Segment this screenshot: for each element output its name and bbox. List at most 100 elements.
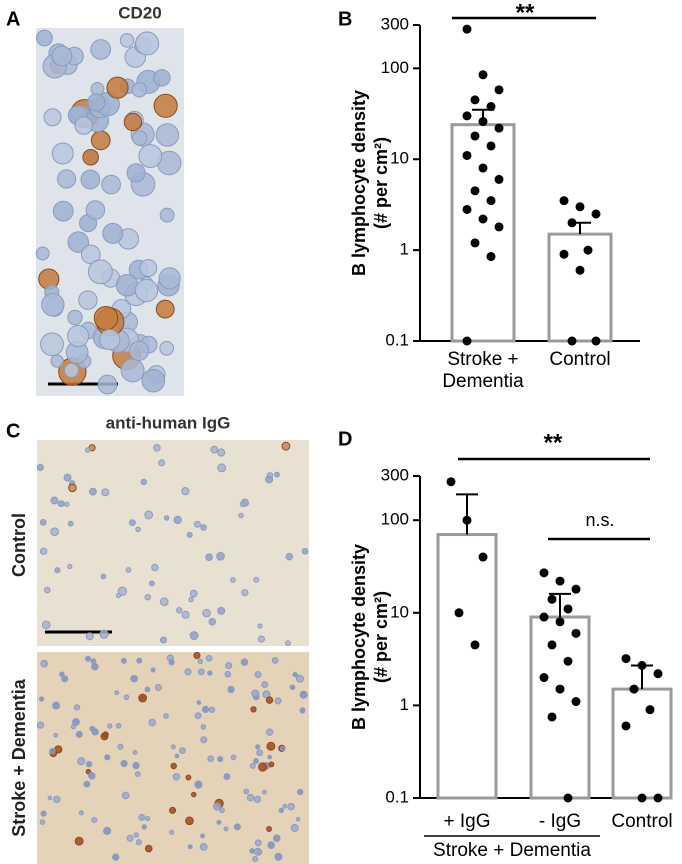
cell — [89, 487, 97, 496]
cell — [201, 705, 210, 713]
stained-cell — [102, 731, 109, 738]
stained-cell — [90, 130, 111, 151]
cell — [299, 707, 306, 714]
data-point — [539, 673, 549, 683]
cell — [63, 473, 72, 482]
cell — [144, 593, 151, 601]
cell — [168, 659, 175, 666]
cell — [134, 771, 141, 777]
data-point — [462, 204, 472, 214]
stained-cell — [250, 706, 257, 713]
cell — [77, 757, 86, 766]
cell — [205, 654, 213, 662]
cell — [67, 520, 74, 527]
cell — [78, 810, 84, 816]
cell — [120, 759, 128, 768]
bar — [547, 232, 613, 343]
data-point — [547, 594, 557, 604]
cell — [67, 563, 73, 570]
cell — [230, 577, 236, 583]
data-point — [446, 477, 456, 487]
cell — [59, 671, 65, 678]
cell — [163, 713, 169, 719]
cell — [267, 754, 273, 760]
cell — [115, 592, 122, 599]
y-axis-label: (# per cm²) — [371, 137, 391, 229]
cell — [43, 108, 62, 127]
cell — [265, 475, 274, 484]
cell — [217, 463, 227, 473]
cell — [217, 606, 226, 615]
cell — [128, 519, 136, 527]
cell — [39, 518, 47, 526]
cell — [170, 744, 176, 750]
cell — [112, 853, 120, 861]
cell — [115, 273, 139, 297]
cell — [126, 834, 134, 842]
cell — [133, 832, 139, 838]
data-point — [494, 123, 504, 133]
x-tick-label: + IgG — [444, 811, 491, 832]
cell — [75, 730, 83, 738]
stained-cell — [265, 696, 274, 704]
cell — [132, 130, 148, 146]
cell — [159, 636, 167, 644]
cell — [132, 761, 140, 770]
cell — [254, 671, 262, 679]
cell — [100, 573, 107, 580]
cell — [200, 833, 205, 839]
cell — [128, 340, 149, 361]
stained-cell — [281, 441, 291, 451]
y-tick-label: 10 — [390, 602, 409, 621]
cell — [87, 93, 106, 112]
stained-cell — [144, 844, 153, 853]
stained-cell — [106, 76, 129, 99]
micrograph-control — [37, 440, 309, 646]
data-point — [470, 238, 480, 248]
cell — [39, 819, 46, 825]
cell — [154, 684, 162, 692]
cell — [252, 855, 259, 863]
cell — [239, 501, 246, 508]
cell — [301, 547, 309, 555]
data-point — [470, 131, 480, 141]
cell — [233, 823, 241, 831]
stained-cell — [155, 299, 175, 319]
data-point — [454, 608, 464, 618]
data-point — [591, 336, 601, 346]
cell — [188, 596, 194, 603]
cell — [144, 686, 151, 693]
panel-label: B — [338, 8, 352, 30]
cell — [179, 747, 186, 755]
panel-title: CD20 — [118, 3, 161, 22]
cell — [216, 551, 225, 561]
data-point — [462, 150, 472, 160]
cell — [141, 824, 147, 830]
data-point — [621, 721, 631, 731]
panel-label: D — [338, 428, 352, 450]
cell — [217, 448, 226, 457]
cell — [36, 29, 53, 47]
cell — [123, 694, 130, 701]
cell — [254, 839, 262, 847]
data-point — [567, 336, 577, 346]
data-point — [653, 793, 663, 803]
cell — [257, 849, 263, 855]
cell — [216, 819, 222, 825]
cell — [181, 610, 190, 619]
cell — [80, 169, 101, 190]
cell — [205, 553, 213, 561]
data-point — [478, 163, 488, 173]
data-point — [539, 568, 549, 578]
cell — [153, 69, 171, 87]
cell — [40, 810, 47, 817]
data-point — [563, 793, 573, 803]
cell — [285, 640, 291, 647]
cell — [225, 662, 233, 670]
data-point — [567, 218, 577, 228]
cell — [295, 674, 304, 683]
data-point — [591, 209, 601, 219]
data-point — [470, 186, 480, 196]
data-point — [555, 684, 565, 694]
data-point — [563, 656, 573, 666]
